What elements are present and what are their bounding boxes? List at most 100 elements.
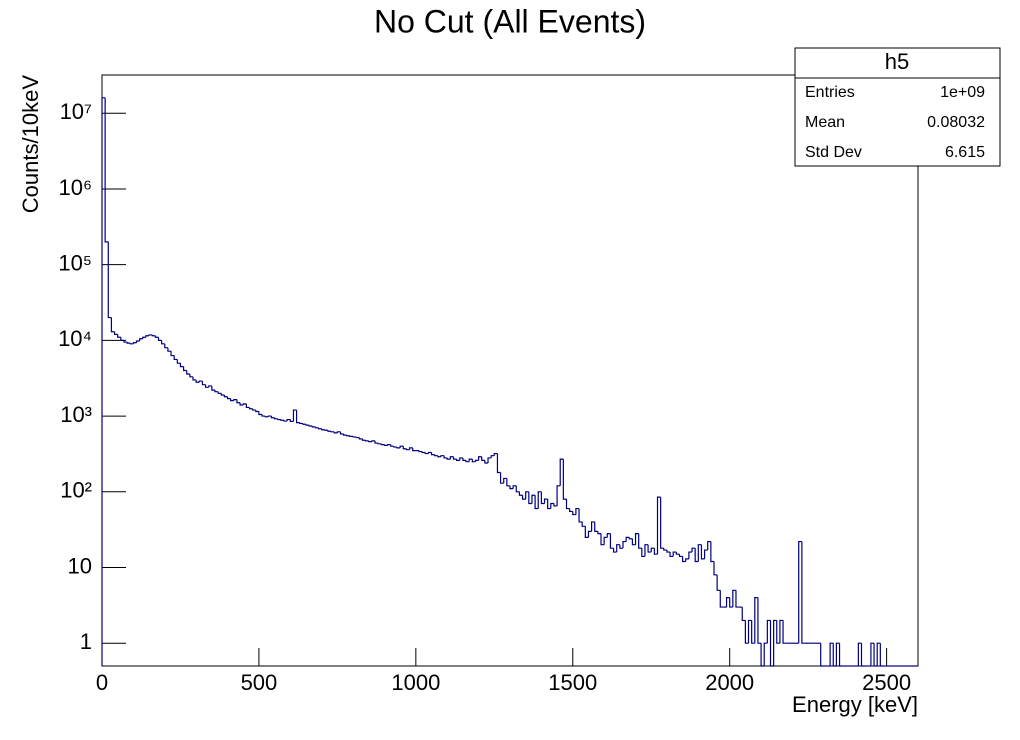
- histogram-bin: [688, 551, 693, 559]
- histogram-bin: [129, 343, 134, 345]
- histogram-bin: [644, 544, 649, 557]
- histogram-bin: [443, 455, 448, 459]
- y-axis-title: Counts/10keV: [18, 75, 43, 214]
- histogram-bin: [107, 241, 112, 319]
- histogram-bin: [672, 551, 677, 557]
- histogram-bin: [230, 398, 234, 402]
- histogram-bin: [660, 497, 664, 549]
- histogram-bin: [835, 642, 840, 666]
- y-tick-label: 10³: [60, 402, 92, 427]
- histogram-bin: [741, 607, 746, 622]
- histogram-bin: [349, 435, 354, 437]
- stats-frame: [794, 47, 1001, 167]
- histogram-bin: [754, 597, 758, 644]
- histogram-bin: [208, 385, 212, 388]
- histogram-bin: [255, 410, 259, 413]
- histogram-bin: [666, 550, 671, 553]
- histogram-bin: [321, 428, 325, 431]
- histogram-bin: [779, 619, 784, 644]
- histogram-bin: [390, 444, 394, 447]
- histogram-bin: [550, 502, 554, 509]
- histogram-bin: [603, 536, 608, 545]
- histogram-bin: [612, 548, 617, 553]
- histogram-bin: [572, 511, 576, 516]
- histogram-bin: [239, 402, 244, 406]
- histogram-bin: [368, 440, 372, 443]
- histogram-bin: [713, 561, 718, 576]
- histogram-bin: [236, 399, 241, 404]
- histogram-bin: [126, 342, 131, 344]
- stats-value: 6.615: [945, 144, 985, 161]
- histogram-bin: [619, 544, 623, 549]
- histogram-bin: [540, 491, 545, 505]
- histogram-bin: [860, 643, 865, 667]
- histogram-bin: [377, 443, 382, 445]
- histogram-bin: [700, 544, 705, 560]
- histogram-bin: [104, 97, 109, 243]
- histogram-bin: [446, 457, 451, 460]
- y-tick-label: 10⁵: [58, 250, 92, 275]
- histogram-bin: [798, 540, 802, 644]
- histogram-bin: [876, 642, 881, 666]
- y-tick-label: 10: [68, 553, 92, 578]
- histogram-bin: [132, 342, 137, 344]
- histogram-bin: [233, 399, 237, 401]
- histogram-bin: [186, 370, 190, 375]
- histogram-bin: [575, 507, 580, 515]
- histogram-bin: [669, 552, 674, 558]
- histogram-bin: [223, 394, 228, 398]
- histogram-bin: [581, 521, 586, 527]
- histogram-bin: [531, 494, 536, 504]
- stats-label: Std Dev: [805, 144, 862, 161]
- histogram-bin: [873, 643, 878, 667]
- histogram-bin: [528, 491, 532, 505]
- histogram-bin: [481, 456, 485, 461]
- histogram-bin: [591, 521, 595, 532]
- histogram-bin: [336, 431, 341, 433]
- histogram-bin: [769, 620, 774, 667]
- stats-title: h5: [885, 49, 909, 74]
- histogram-bin: [449, 456, 454, 460]
- y-tick-label: 10⁴: [58, 326, 92, 351]
- histogram-bin: [110, 317, 115, 333]
- histogram-bin: [252, 408, 256, 411]
- histogram-bin: [766, 619, 771, 644]
- histogram-bin: [427, 451, 432, 454]
- histogram-bin: [716, 574, 721, 591]
- histogram-bin: [625, 536, 630, 542]
- histogram-bin: [506, 478, 510, 487]
- histogram-bin: [311, 425, 316, 428]
- histogram-bin: [735, 590, 740, 608]
- histogram-bin: [339, 431, 344, 435]
- histogram-bin: [462, 457, 467, 461]
- histogram-bin: [308, 425, 313, 427]
- x-tick-label: 500: [241, 670, 278, 695]
- histogram-bin: [594, 521, 598, 532]
- histogram-bin: [515, 485, 520, 493]
- histogram-bin: [154, 335, 159, 338]
- histogram-bin: [183, 366, 187, 372]
- histogram-bin: [732, 589, 736, 608]
- histogram-bin: [653, 548, 658, 555]
- histogram-bin: [569, 508, 573, 513]
- histogram-bin: [176, 359, 181, 364]
- histogram-bin: [537, 491, 542, 509]
- histogram-bin: [697, 544, 702, 562]
- histogram-bin: [317, 427, 322, 430]
- histogram-bin: [820, 643, 824, 667]
- histogram-bin: [314, 426, 319, 429]
- histogram-bin: [829, 642, 834, 666]
- histogram-bin: [211, 385, 215, 391]
- stats-value: 1e+09: [940, 84, 985, 101]
- histogram-bin: [719, 590, 724, 608]
- histogram-bin: [189, 373, 194, 378]
- histogram-bin: [145, 335, 150, 338]
- histogram-bin: [135, 340, 140, 343]
- histogram-bin: [543, 498, 548, 504]
- histogram-bin: [776, 620, 780, 644]
- histogram-bin: [707, 540, 711, 551]
- histogram-bin: [330, 431, 335, 433]
- histogram-bin: [496, 453, 501, 474]
- histogram-bin: [327, 430, 332, 432]
- histogram-bin: [641, 548, 645, 558]
